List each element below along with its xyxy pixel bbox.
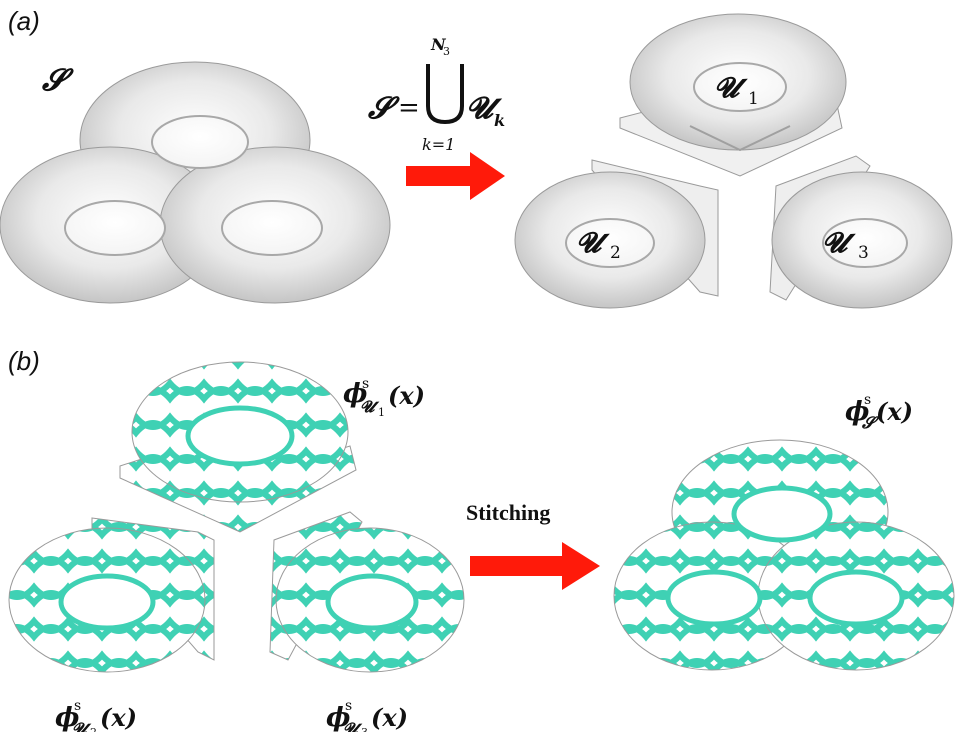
- piece-u2: 𝓤 2: [514, 159, 719, 309]
- union-symbol: [426, 64, 464, 125]
- lattice-piece-u3: [269, 511, 465, 673]
- field-u2-sub: 2: [90, 726, 97, 732]
- decomposition-equation: 𝓢 = N 3 k=1 𝓤 k: [367, 35, 505, 154]
- stitching-label: Stitching: [466, 500, 550, 525]
- piece-u1: 𝓤 1: [619, 13, 847, 177]
- field-u1-sup: s: [362, 376, 369, 392]
- field-u1-sub: 1: [378, 406, 385, 419]
- field-u3-set: 𝓤: [343, 719, 363, 732]
- field-u1-label: ϕ s 𝓤 1 (x): [343, 376, 425, 419]
- field-u1-arg: (x): [388, 381, 425, 410]
- union-upper: N: [430, 35, 447, 54]
- field-u2-label: ϕ s 𝓤 2 (x): [55, 698, 137, 732]
- field-u3-label: ϕ s 𝓤 3 (x): [326, 698, 408, 732]
- field-s-label: ϕ s 𝓢 (x): [845, 392, 913, 432]
- panel-b-label: (b): [8, 346, 40, 376]
- field-u2-set: 𝓤: [72, 719, 92, 732]
- field-u2-arg: (x): [100, 703, 137, 732]
- field-u3-sup: s: [345, 698, 352, 714]
- merged-surface-s: [0, 61, 391, 304]
- stitching-arrow: [470, 542, 600, 590]
- equation-lhs: 𝓢: [367, 91, 400, 126]
- lattice-piece-u1: [119, 361, 357, 533]
- field-s-sup: s: [864, 392, 871, 408]
- panel-a-label: (a): [8, 6, 40, 36]
- u3-sub: 3: [858, 243, 869, 263]
- field-u2-phi: ϕ: [55, 703, 79, 732]
- field-s-phi: ϕ: [845, 397, 869, 427]
- equation-equals: =: [398, 93, 420, 123]
- field-u1-set: 𝓤: [360, 397, 380, 416]
- field-u3-arg: (x): [371, 703, 408, 732]
- union-upper-sub: 3: [443, 45, 450, 58]
- field-u3-sub: 3: [361, 726, 368, 732]
- stitched-lattice-surface: [613, 439, 955, 671]
- piece-u3: 𝓤 3: [769, 155, 953, 309]
- set-symbol-s: 𝓢: [41, 63, 74, 98]
- equation-term-sub: k: [494, 111, 505, 130]
- field-u1-phi: ϕ: [343, 379, 367, 409]
- lattice-piece-u2: [8, 517, 215, 673]
- decompose-arrow: [406, 152, 505, 200]
- field-u2-sup: s: [74, 698, 81, 714]
- u2-sub: 2: [610, 243, 621, 263]
- field-s-arg: (x): [876, 397, 913, 426]
- field-u3-phi: ϕ: [326, 703, 350, 732]
- u1-sub: 1: [748, 89, 759, 109]
- union-lower: k=1: [422, 135, 455, 154]
